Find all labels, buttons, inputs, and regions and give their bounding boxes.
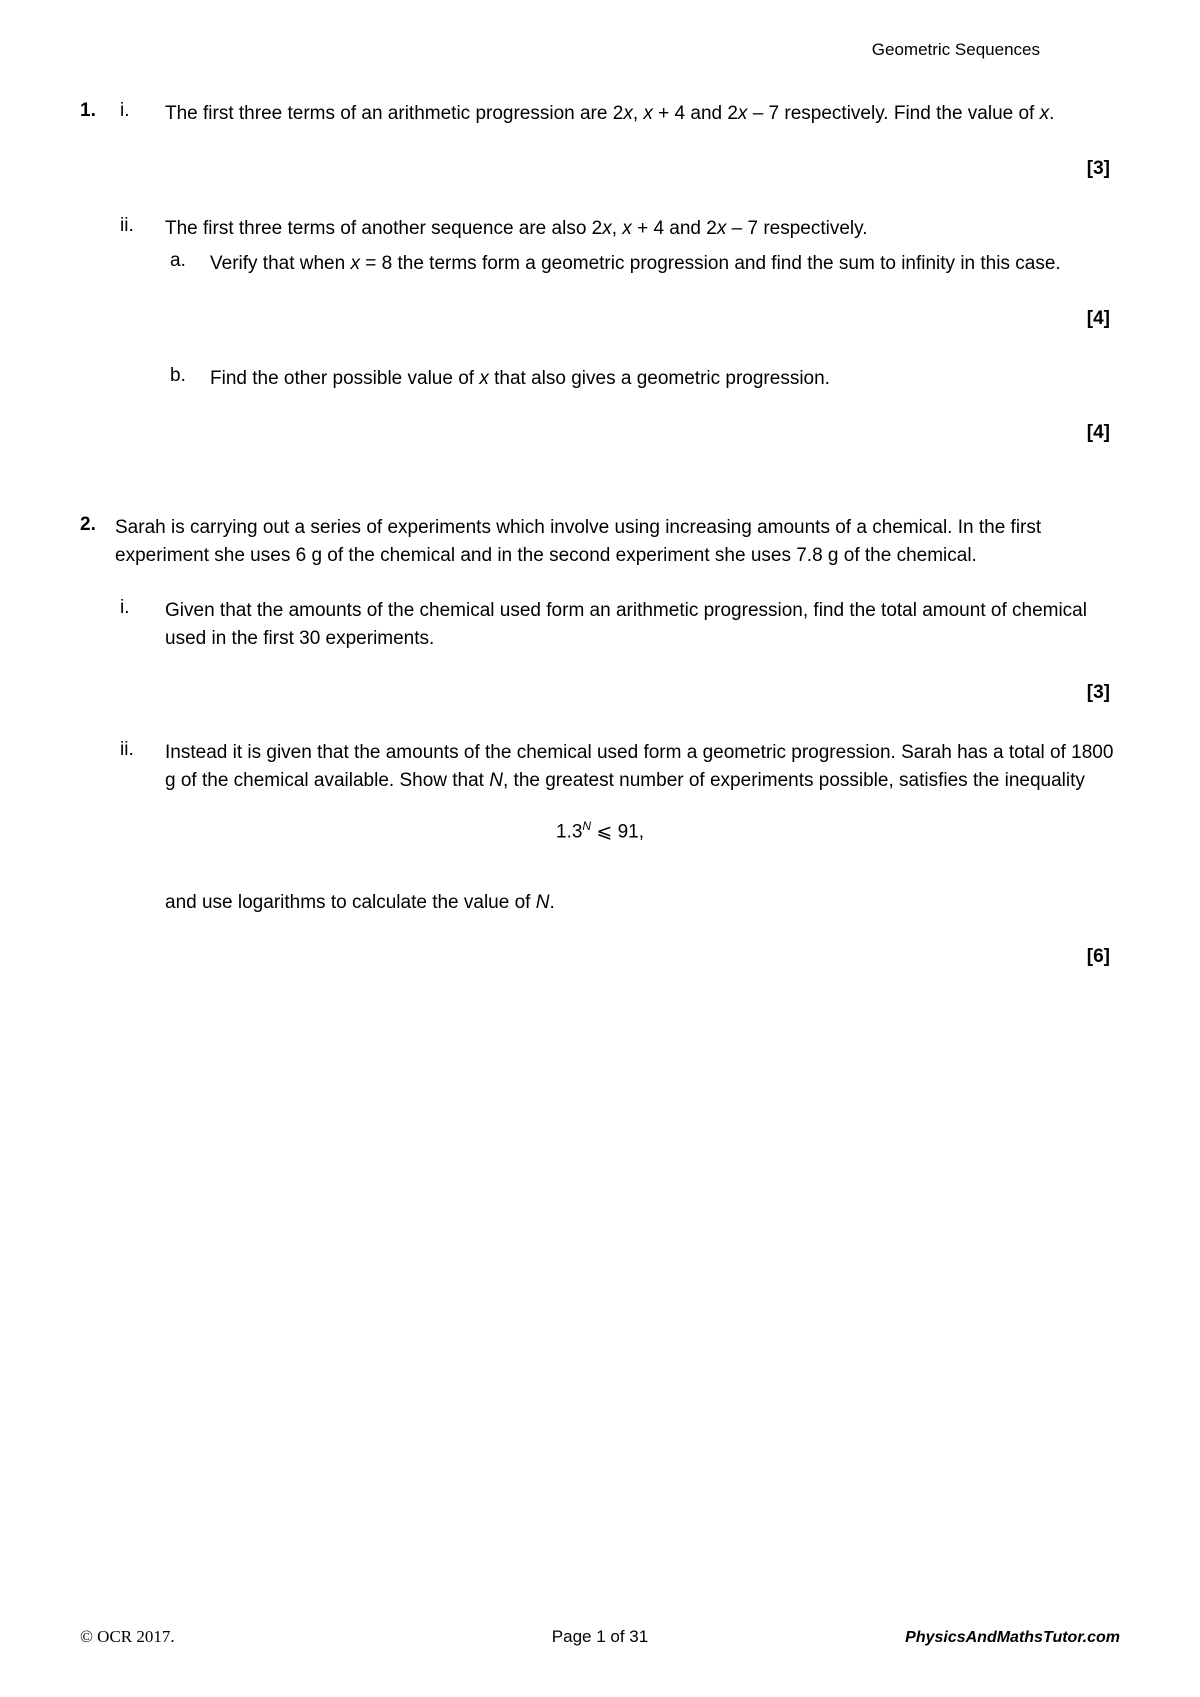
q1-i-marks: [3] <box>80 158 1120 180</box>
q1-i-text: The first three terms of an arithmetic p… <box>165 100 1120 128</box>
text-fragment: and use logarithms to calculate the valu… <box>165 892 536 913</box>
q2-intro-text: Sarah is carrying out a series of experi… <box>115 514 1120 569</box>
q2-i-text: Given that the amounts of the chemical u… <box>165 597 1120 652</box>
spacer <box>120 889 165 917</box>
q1-part-ii: ii. The first three terms of another seq… <box>80 215 1120 243</box>
spacer <box>120 250 165 278</box>
variable-x: x <box>622 218 632 239</box>
equation-base: 1.3 <box>556 822 582 843</box>
footer-copyright: © OCR 2017. <box>80 1627 175 1647</box>
text-fragment: Find the other possible value of <box>210 368 479 389</box>
text-fragment: , the greatest number of experiments pos… <box>503 770 1085 791</box>
variable-x: x <box>1040 103 1050 124</box>
text-fragment: . <box>1049 103 1054 124</box>
text-fragment: + 4 and 2 <box>653 103 738 124</box>
spacer <box>80 365 120 393</box>
q1-ii-b-text: Find the other possible value of x that … <box>210 365 1120 393</box>
question-2: 2. Sarah is carrying out a series of exp… <box>80 514 1120 968</box>
text-fragment: Verify that when <box>210 253 350 274</box>
text-fragment: – 7 respectively. Find the value of <box>747 103 1039 124</box>
text-fragment: , <box>612 218 623 239</box>
variable-x: x <box>350 253 360 274</box>
text-fragment: , <box>633 103 644 124</box>
q1-part-ii-a: a. Verify that when x = 8 the terms form… <box>80 250 1120 278</box>
q1-part-i: 1. i. The first three terms of an arithm… <box>80 100 1120 128</box>
text-fragment: The first three terms of an arithmetic p… <box>165 103 623 124</box>
text-fragment: The first three terms of another sequenc… <box>165 218 602 239</box>
q2-part-i: i. Given that the amounts of the chemica… <box>80 597 1120 652</box>
variable-x: x <box>479 368 489 389</box>
text-fragment: = 8 the terms form a geometric progressi… <box>360 253 1061 274</box>
equation-rest: ⩽ 91, <box>591 822 644 843</box>
q1-ii-a-label: a. <box>165 250 210 278</box>
q2-part-ii: ii. Instead it is given that the amounts… <box>80 739 1120 794</box>
variable-x: x <box>623 103 633 124</box>
q1-ii-b-marks: [4] <box>80 422 1120 444</box>
q2-ii-equation: 1.3N ⩽ 91, <box>80 819 1120 843</box>
q1-ii-b-label: b. <box>165 365 210 393</box>
footer-site: PhysicsAndMathsTutor.com <box>905 1629 1120 1647</box>
q1-i-label: i. <box>120 100 165 128</box>
footer-page-number: Page 1 of 31 <box>552 1627 648 1647</box>
variable-N: N <box>536 892 550 913</box>
variable-N: N <box>489 770 503 791</box>
spacer <box>120 365 165 393</box>
q2-ii-marks: [6] <box>80 946 1120 968</box>
text-fragment: + 4 and 2 <box>632 218 717 239</box>
variable-x: x <box>717 218 727 239</box>
q1-ii-a-text: Verify that when x = 8 the terms form a … <box>210 250 1120 278</box>
question-1: 1. i. The first three terms of an arithm… <box>80 100 1120 444</box>
footer: © OCR 2017. Page 1 of 31 PhysicsAndMaths… <box>80 1627 1120 1647</box>
variable-x: x <box>643 103 653 124</box>
header-title: Geometric Sequences <box>80 40 1040 60</box>
q1-ii-text: The first three terms of another sequenc… <box>165 215 1120 243</box>
q1-ii-a-marks: [4] <box>80 308 1120 330</box>
q1-part-ii-b: b. Find the other possible value of x th… <box>80 365 1120 393</box>
spacer <box>80 215 120 243</box>
spacer <box>80 597 120 652</box>
spacer <box>80 739 120 794</box>
q2-number: 2. <box>80 514 120 569</box>
variable-x: x <box>602 218 612 239</box>
q2-intro-row: 2. Sarah is carrying out a series of exp… <box>80 514 1120 569</box>
q2-ii-label: ii. <box>120 739 165 794</box>
q1-ii-label: ii. <box>120 215 165 243</box>
q2-part-ii-cont: and use logarithms to calculate the valu… <box>80 889 1120 917</box>
spacer <box>80 250 120 278</box>
q1-number: 1. <box>80 100 120 128</box>
q2-i-marks: [3] <box>80 682 1120 704</box>
text-fragment: – 7 respectively. <box>726 218 867 239</box>
q2-i-label: i. <box>120 597 165 652</box>
equation-exponent: N <box>582 819 591 833</box>
text-fragment: . <box>549 892 554 913</box>
q2-ii-text3: and use logarithms to calculate the valu… <box>165 889 1120 917</box>
spacer <box>80 889 120 917</box>
text-fragment: that also gives a geometric progression. <box>489 368 830 389</box>
q2-ii-text1: Instead it is given that the amounts of … <box>165 739 1120 794</box>
variable-x: x <box>738 103 748 124</box>
